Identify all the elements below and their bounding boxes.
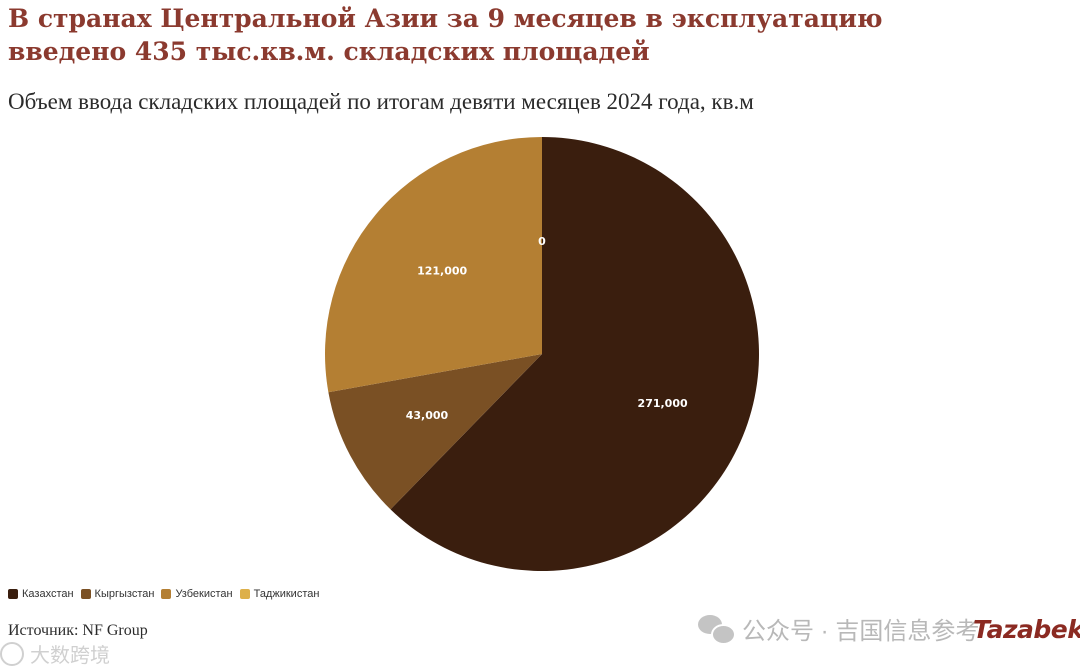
page-title: В странах Центральной Азии за 9 месяцев … [8, 4, 883, 66]
wechat-watermark: 公众号 · 吉国信息参考 [698, 611, 979, 646]
pie-slice-2[interactable] [325, 137, 542, 393]
pie-data-labels: 271,000 43,000 121,000 0 [406, 235, 688, 422]
legend-swatch [239, 589, 250, 599]
pie-data-label-3: 0 [538, 235, 546, 248]
pie-slices [325, 137, 759, 571]
circle-logo-icon [0, 641, 24, 666]
legend-label: Узбекистан [175, 588, 233, 600]
source-note: Источник: NF Group [8, 622, 148, 639]
tazabek-logo: Tazabek [973, 615, 1080, 644]
legend-swatch [161, 589, 172, 599]
legend-item-kyrgyzstan[interactable]: Кыргызстан [80, 588, 155, 600]
chart-subtitle: Объем ввода складских площадей по итогам… [8, 89, 754, 114]
legend-item-tajikistan[interactable]: Таджикистан [239, 588, 320, 600]
legend-swatch [80, 589, 91, 599]
legend-item-uzbekistan[interactable]: Узбекистан [161, 588, 233, 600]
chart-legend: Казахстан Кыргызстан Узбекистан Таджикис… [8, 588, 319, 600]
legend-label: Кыргызстан [94, 588, 155, 600]
wechat-watermark-text: 公众号 · 吉国信息参考 [742, 618, 980, 645]
legend-label: Казахстан [22, 588, 74, 600]
pie-data-label-2: 121,000 [417, 264, 467, 277]
bottom-watermark: 大数跨境 [0, 639, 110, 668]
bottom-watermark-text: 大数跨境 [30, 645, 110, 667]
pie-data-label-0: 271,000 [638, 397, 688, 410]
pie-slice-0[interactable] [390, 137, 759, 571]
wechat-icon [698, 614, 736, 645]
pie-data-label-1: 43,000 [406, 409, 449, 422]
pie-slice-1[interactable] [328, 354, 542, 510]
legend-label: Таджикистан [253, 588, 320, 600]
legend-swatch [8, 589, 18, 599]
legend-item-kazakhstan[interactable]: Казахстан [8, 588, 74, 600]
